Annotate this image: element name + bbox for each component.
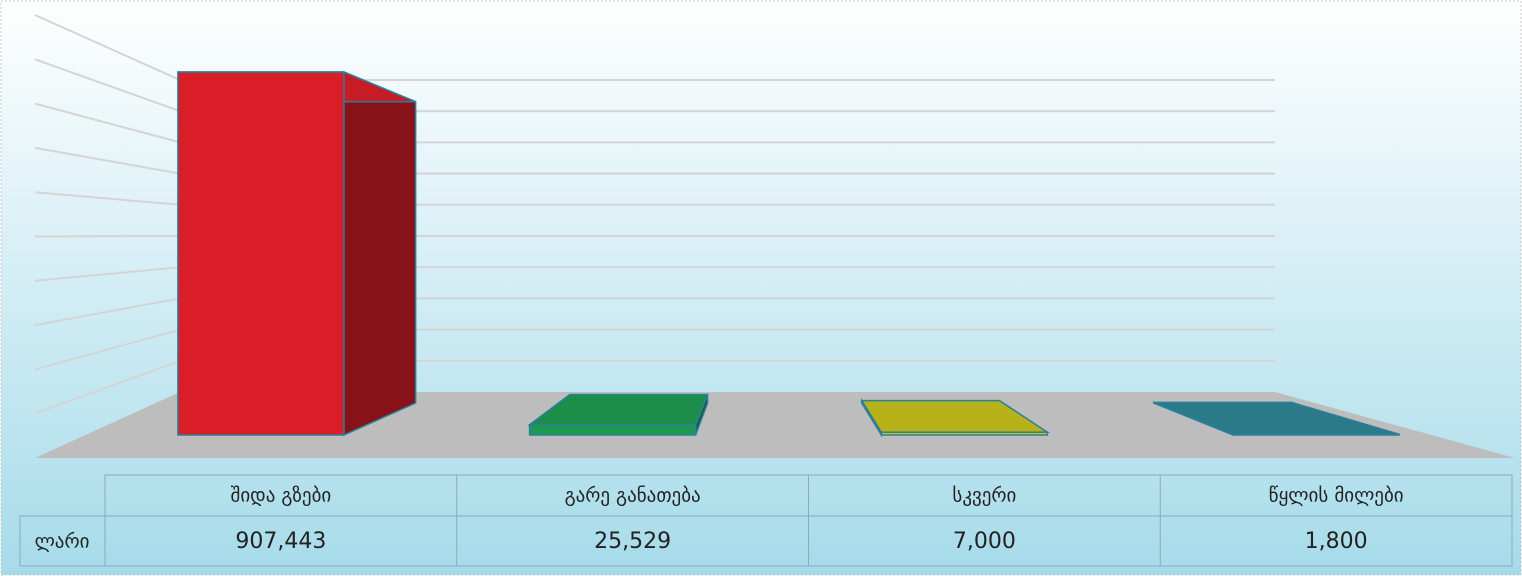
category-label: გარე განათება [565,485,701,507]
grid-line [34,102,181,144]
series-name: ლარი [35,531,90,553]
value-label: 907,443 [235,529,326,554]
grid-line [34,359,181,415]
grid-line [34,14,181,81]
category-label: შიდა გზები [230,485,331,507]
grid-line [34,191,181,206]
grid-line [34,146,181,175]
bar [528,424,697,436]
bar [177,71,345,436]
grid-line [34,328,181,371]
grid-line [34,297,181,327]
table-row-box [19,515,1513,567]
grid-line [34,266,181,282]
bar [1232,433,1400,436]
bar-side [343,70,417,437]
grid-line [34,58,181,113]
category-label: სკვერი [952,485,1016,507]
bar [880,431,1049,436]
value-label: 25,529 [594,529,671,554]
grid-line [34,235,181,238]
value-label: 1,800 [1305,529,1368,554]
value-label: 7,000 [953,529,1016,554]
category-label: წყლის მილები [1269,485,1404,507]
